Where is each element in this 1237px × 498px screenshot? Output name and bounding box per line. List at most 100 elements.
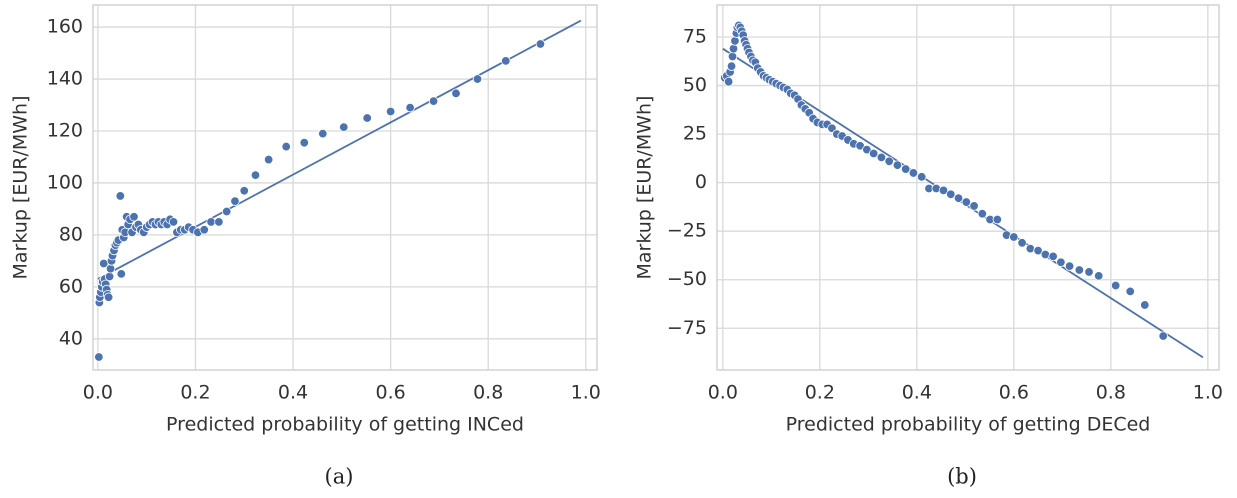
data-point (938, 185, 949, 196)
y-axis-label: Markup [EUR/MWh] (10, 96, 32, 280)
data-point (116, 269, 126, 279)
data-point (723, 76, 734, 87)
x-tick-label: 1.0 (571, 382, 601, 404)
y-tick-label: 0 (695, 171, 707, 193)
y-tick-label: 100 (47, 171, 83, 193)
data-point (1110, 280, 1121, 291)
data-point (405, 102, 415, 113)
y-tick-label: 60 (59, 275, 83, 297)
y-axis-label: Markup [EUR/MWh] (634, 96, 656, 280)
data-point (868, 148, 879, 159)
data-point (1064, 261, 1075, 271)
data-point (1017, 238, 1027, 248)
data-point (1158, 331, 1168, 341)
data-point (1125, 286, 1135, 297)
data-point (916, 172, 927, 182)
data-point (239, 186, 249, 196)
data-point (961, 197, 972, 207)
x-tick-label: 0.2 (180, 382, 210, 404)
data-point (94, 352, 104, 362)
data-point (876, 152, 887, 163)
data-point (884, 156, 894, 166)
chart-panel: 0.0 0.2 0.4 0.6 0.8 1.0 40 60 80 100 120 140 160 Pred… (10, 4, 601, 489)
data-point (263, 154, 274, 165)
data-point (428, 96, 439, 106)
data-point (105, 263, 116, 274)
x-tick-label: 0.0 (83, 382, 113, 404)
data-point (730, 36, 740, 46)
y-tick-label: −75 (667, 317, 707, 339)
data-point (129, 212, 139, 222)
y-tick-label: 50 (683, 74, 707, 96)
data-point (451, 88, 461, 99)
chart-panel: 0.0 0.2 0.4 0.6 0.8 1.0 −75 −50 −25 0 25 50 75 Predic… (634, 4, 1223, 489)
data-point (946, 189, 956, 199)
data-point (1048, 251, 1058, 262)
data-point (472, 74, 483, 84)
data-point (214, 217, 224, 227)
plot-frame (716, 4, 1220, 371)
data-point (385, 106, 396, 117)
data-point (992, 214, 1003, 225)
y-tick-label: −50 (667, 268, 707, 290)
y-tick-label: 120 (47, 119, 83, 141)
data-point (1140, 300, 1150, 310)
x-tick-label: 0.6 (376, 382, 406, 404)
data-point (1084, 267, 1094, 277)
y-tick-label: 80 (59, 223, 83, 245)
y-tick-label: 140 (47, 68, 83, 90)
data-point (1025, 243, 1036, 254)
x-tick-label: 0.2 (805, 382, 835, 404)
data-point (908, 168, 919, 178)
data-point (535, 39, 546, 49)
x-tick-label: 0.0 (708, 382, 738, 404)
data-point (206, 217, 216, 227)
y-tick-label: −25 (667, 220, 707, 242)
data-point (1056, 257, 1066, 267)
data-point (977, 209, 988, 219)
data-point (953, 193, 964, 203)
data-point (727, 51, 738, 62)
data-point (250, 170, 261, 180)
x-tick-label: 0.4 (902, 382, 932, 404)
x-axis-label: Predicted probability of getting INCed (166, 414, 524, 436)
x-tick-label: 0.8 (473, 382, 503, 404)
x-tick-label: 1.0 (1193, 382, 1223, 404)
plot-background (93, 5, 597, 370)
data-point (318, 128, 328, 139)
data-point (892, 160, 903, 170)
caption: (a) (325, 465, 354, 489)
data-point (1094, 271, 1104, 281)
data-point (1009, 232, 1019, 242)
data-point (969, 201, 979, 211)
plot-frame (92, 4, 598, 371)
data-point (230, 196, 240, 206)
data-point (728, 43, 739, 54)
data-point (104, 271, 115, 282)
data-point (900, 164, 911, 174)
y-tick-label: 25 (683, 123, 707, 145)
data-point (362, 113, 372, 123)
data-point (299, 137, 309, 148)
data-point (281, 141, 291, 152)
data-point (103, 292, 114, 302)
data-point (199, 225, 209, 235)
plot-background (717, 5, 1219, 370)
data-point (115, 191, 126, 201)
data-point (1074, 265, 1085, 275)
x-tick-label: 0.8 (1096, 382, 1126, 404)
data-point (501, 56, 511, 66)
y-tick-label: 75 (683, 26, 707, 48)
data-point (726, 61, 737, 71)
x-axis-label: Predicted probability of getting DECed (786, 414, 1151, 436)
y-tick-label: 160 (47, 16, 83, 38)
x-tick-label: 0.6 (999, 382, 1029, 404)
data-point (339, 122, 349, 132)
data-point (221, 206, 232, 217)
data-point (1033, 245, 1043, 256)
caption: (b) (947, 465, 977, 489)
x-tick-label: 0.4 (278, 382, 308, 404)
data-point (1040, 249, 1051, 260)
data-point (168, 217, 179, 227)
